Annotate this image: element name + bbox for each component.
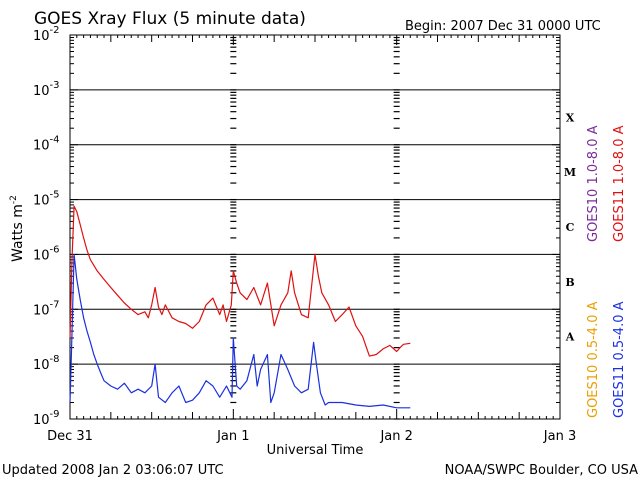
y-tick-label: 10-4 [33,135,60,154]
y-tick-label: 10-8 [33,354,60,373]
y-tick-base: 10 [33,248,50,263]
y-tick-exponent: -2 [50,25,60,36]
legend-entry: GOES11 1.0-8.0 A [612,125,627,242]
flare-class-label: A [565,331,575,344]
flare-class-label: C [566,221,575,234]
y-tick-label: 10-7 [33,299,60,318]
y-axis-ticks: 10-210-310-410-510-610-710-810-9 [33,25,560,428]
y-tick-label: 10-2 [33,25,60,44]
y-tick-exponent: -5 [50,190,60,201]
source-credit: NOAA/SWPC Boulder, CO USA [445,463,638,478]
y-tick-label: 10-5 [33,190,60,209]
y-axis-label: Watts m-2 [9,195,26,262]
x-axis-ticks: Dec 31 Jan 1 Jan 2 Jan 3 [47,35,576,444]
x-tick-label: Dec 31 [47,429,93,444]
y-tick-exponent: -9 [50,409,60,420]
grid-lines [70,89,560,365]
series-line [69,253,411,409]
chart-title: GOES Xray Flux (5 minute data) [34,9,306,29]
x-tick-label: Jan 2 [379,429,412,444]
x-tick-label: Jan 3 [543,429,576,444]
updated-timestamp: Updated 2008 Jan 2 03:06:07 UTC [2,463,224,478]
y-tick-base: 10 [33,29,50,44]
y-tick-exponent: -4 [50,135,60,146]
y-axis-label-text: Watts m [10,204,26,262]
x-tick-label: Jan 1 [216,429,249,444]
y-tick-base: 10 [33,303,50,318]
x-axis-label: Universal Time [267,443,364,458]
y-tick-exponent: -6 [50,244,60,255]
flare-class-label: B [565,276,574,289]
y-tick-label: 10-9 [33,409,60,428]
flare-class-label: M [564,166,576,179]
y-tick-label: 10-6 [33,244,60,263]
y-tick-base: 10 [33,194,50,209]
legend-entry: GOES11 0.5-4.0 A [612,301,627,418]
begin-label: Begin: 2007 Dec 31 0000 UTC [405,19,601,34]
y-tick-base: 10 [33,358,50,373]
y-tick-base: 10 [33,84,50,99]
y-tick-label: 10-3 [33,80,60,99]
y-tick-exponent: -7 [50,299,60,310]
legend-entry: GOES10 1.0-8.0 A [586,125,601,242]
y-axis-label-sup: -2 [9,195,19,204]
y-tick-exponent: -8 [50,354,60,365]
legend-entry: GOES10 0.5-4.0 A [586,301,601,418]
y-tick-exponent: -3 [50,80,60,91]
y-tick-base: 10 [33,139,50,154]
series-line [69,205,411,357]
y-tick-base: 10 [33,413,50,428]
flare-class-labels: X M C B A [564,111,576,343]
plot-frame [69,34,561,420]
day-tick-marks [230,36,400,420]
legend: GOES10 1.0-8.0 A GOES11 1.0-8.0 A GOES10 0… [586,125,627,418]
series-lines [69,205,411,409]
flare-class-label: X [566,111,575,124]
